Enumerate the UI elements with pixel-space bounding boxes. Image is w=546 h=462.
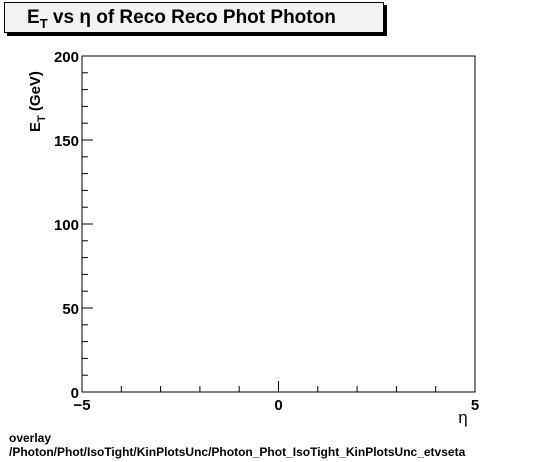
ylabel-main: E [27, 122, 44, 132]
y-tick-label: 0 [71, 385, 79, 402]
y-tick-label: 50 [62, 301, 79, 318]
y-tick-labels: 0 50 100 150 200 [54, 49, 79, 402]
title-rest: vs η of Reco Reco Phot Photon [47, 7, 336, 28]
y-axis-label: ET (GeV) [27, 71, 48, 132]
chart-title: ET vs η of Reco Reco Phot Photon [27, 7, 336, 31]
footer-line1: overlay [9, 431, 52, 445]
y-tick-label: 100 [54, 217, 79, 234]
x-tick-label: −5 [73, 397, 90, 414]
title-main: E [27, 7, 40, 28]
x-tick-labels: −5 0 5 [73, 397, 479, 414]
footer-line2: /Photon/Phot/IsoTight/KinPlotsUnc/Photon… [9, 445, 466, 459]
ylabel-sub: T [36, 115, 48, 122]
footer: overlay /Photon/Phot/IsoTight/KinPlotsUn… [9, 431, 465, 459]
y-tick-label: 150 [54, 133, 79, 150]
x-tick-label: 5 [471, 397, 479, 414]
plot-frame [81, 55, 476, 393]
y-tick-label: 200 [54, 49, 79, 66]
x-tick-label: 0 [274, 397, 282, 414]
ylabel-rest: (GeV) [27, 71, 44, 115]
title-sub: T [39, 15, 48, 31]
axis-ticks [81, 55, 476, 393]
title-box: ET vs η of Reco Reco Phot Photon [4, 2, 384, 33]
x-axis-label: η [458, 408, 467, 427]
